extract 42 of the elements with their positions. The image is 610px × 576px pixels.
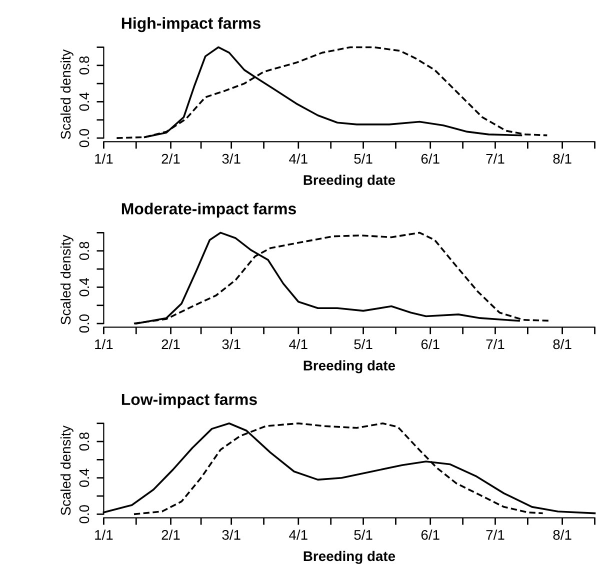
x-tick-label: 4/1: [289, 154, 308, 164]
x-tick-label: 1/1: [95, 530, 113, 540]
x-tick-label: 1/1: [95, 154, 113, 164]
x-tick-label: 5/1: [354, 530, 372, 540]
x-tick-label: 6/1: [421, 154, 440, 164]
y-tick-label: 0.0: [79, 314, 90, 333]
x-tick-label: 7/1: [486, 338, 504, 350]
y-axis-title: Scaled density: [60, 49, 74, 139]
x-tick-label: 7/1: [486, 154, 504, 164]
x-tick-label: 1/1: [95, 338, 113, 350]
x-tick-label: 4/1: [289, 530, 308, 540]
x-tick-label: 3/1: [222, 154, 240, 164]
y-tick-label: 0.8: [79, 56, 90, 75]
x-tick-label: 8/1: [553, 338, 572, 350]
x-axis-title: Breeding date: [304, 550, 396, 564]
x-tick-label: 3/1: [222, 530, 240, 540]
x-tick-label: 5/1: [354, 338, 372, 350]
x-tick-label: 8/1: [553, 530, 572, 540]
x-axis-title: Breeding date: [304, 360, 396, 374]
x-tick-label: 6/1: [421, 338, 440, 350]
chart-title: Moderate-impact farms: [122, 202, 296, 218]
chart-title: Low-impact farms: [122, 393, 257, 408]
y-tick-label: 0.4: [79, 92, 90, 111]
x-tick-label: 2/1: [162, 530, 180, 540]
x-tick-label: 6/1: [421, 530, 440, 540]
x-tick-label: 8/1: [553, 154, 572, 164]
y-tick-label: 0.8: [79, 432, 90, 451]
y-tick-label: 0.4: [79, 278, 90, 296]
chart-title: High-impact farms: [122, 17, 260, 32]
x-tick-label: 3/1: [222, 338, 240, 350]
x-tick-label: 5/1: [354, 154, 372, 164]
x-tick-label: 7/1: [486, 530, 504, 540]
y-tick-label: 0.0: [79, 505, 90, 524]
y-tick-label: 0.0: [79, 128, 90, 148]
x-tick-label: 2/1: [162, 154, 180, 164]
y-tick-label: 0.4: [79, 468, 90, 487]
x-axis-title: Breeding date: [304, 174, 396, 188]
y-tick-label: 0.8: [79, 242, 90, 260]
y-axis-title: Scaled density: [60, 425, 74, 516]
x-tick-label: 4/1: [289, 338, 308, 350]
y-axis-title: Scaled density: [60, 234, 74, 324]
x-tick-label: 2/1: [162, 338, 180, 350]
